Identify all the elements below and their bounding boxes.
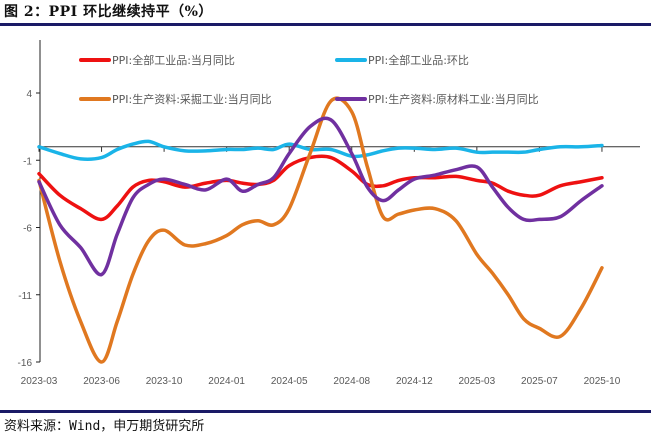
series-line-3 bbox=[37, 96, 604, 364]
figure-title: 图 2：PPI 环比继续持平（%） bbox=[4, 4, 213, 20]
source-note: 资料来源：Wind，申万期货研究所 bbox=[4, 419, 205, 434]
title-divider bbox=[0, 23, 651, 26]
legend-label: PPI:全部工业品:环比 bbox=[368, 53, 469, 67]
x-tick-label: 2023-10 bbox=[146, 376, 183, 387]
y-tick-label: 4 bbox=[26, 89, 32, 100]
x-tick-label: 2024-08 bbox=[333, 376, 370, 387]
legend-label: PPI:生产资料:采掘工业:当月同比 bbox=[112, 92, 272, 106]
x-tick-label: 2025-03 bbox=[458, 376, 495, 387]
series-line-1 bbox=[37, 154, 604, 222]
series-line-4 bbox=[37, 116, 604, 277]
legend-label: PPI:全部工业品:当月同比 bbox=[112, 53, 235, 67]
x-tick-label: 2025-07 bbox=[521, 376, 558, 387]
x-tick-label: 2024-05 bbox=[271, 376, 308, 387]
y-tick-label: -6 bbox=[23, 224, 32, 235]
y-tick-label: -1 bbox=[23, 156, 32, 167]
x-tick-label: 2024-01 bbox=[208, 376, 245, 387]
legend-label: PPI:生产资料:原材料工业:当月同比 bbox=[368, 92, 539, 106]
y-tick-label: -11 bbox=[18, 291, 32, 302]
source-divider bbox=[0, 410, 651, 413]
x-tick-label: 2024-12 bbox=[396, 376, 433, 387]
y-tick-label: -16 bbox=[18, 358, 33, 369]
x-tick-label: 2023-06 bbox=[83, 376, 120, 387]
x-tick-label: 2025-10 bbox=[584, 376, 621, 387]
x-tick-label: 2023-03 bbox=[21, 376, 58, 387]
series-line-2 bbox=[37, 139, 604, 161]
